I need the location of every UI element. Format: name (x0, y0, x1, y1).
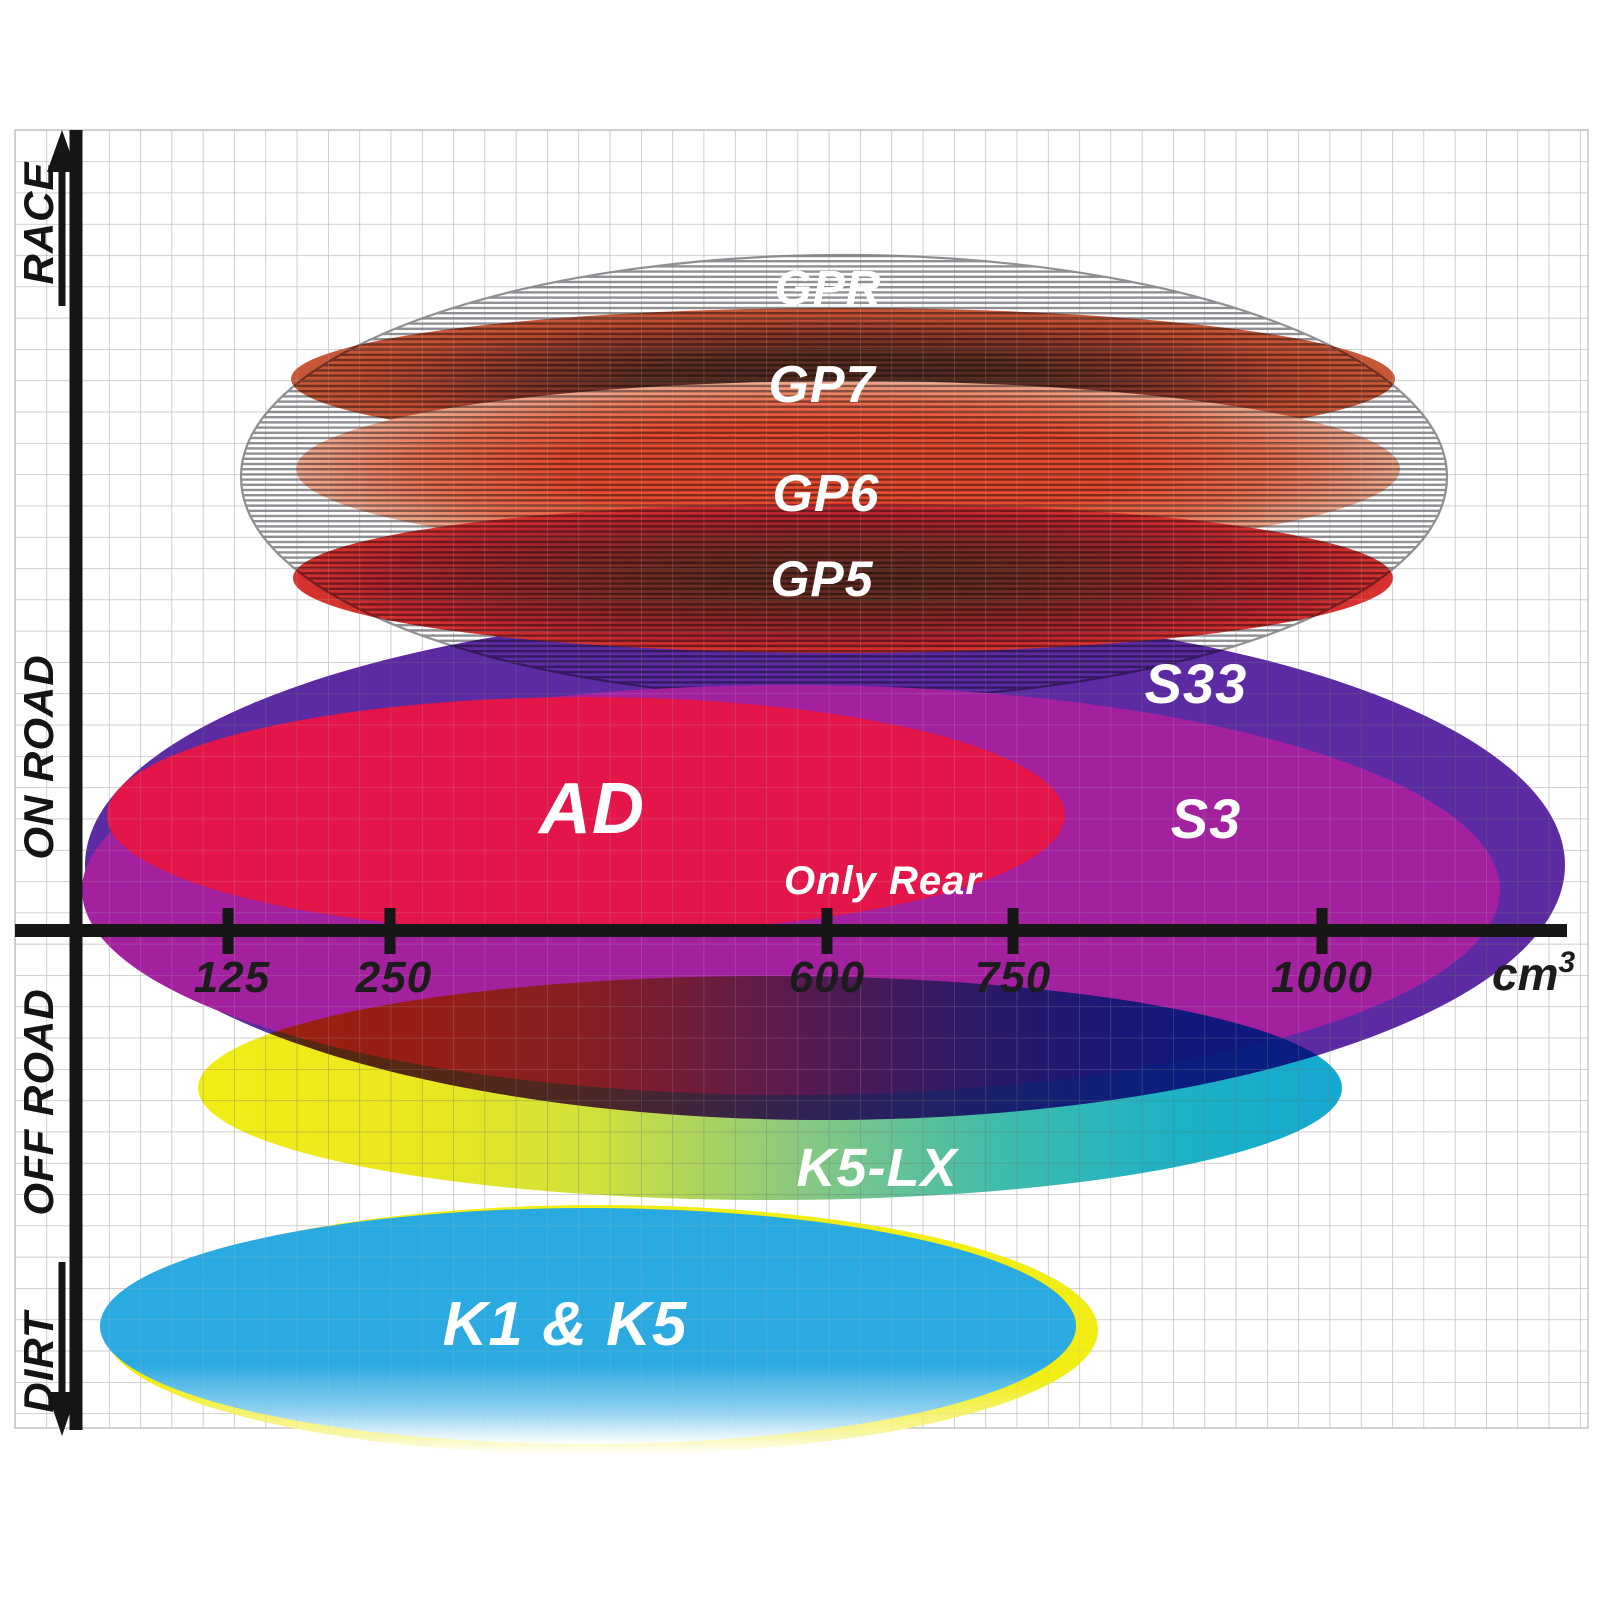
x-tick-label-600: 600 (789, 953, 865, 1002)
gp6-label: GP6 (772, 465, 879, 523)
dirt-arrow-down-icon (47, 1392, 77, 1436)
only-rear-annotation: Only Rear (784, 859, 983, 903)
ad-label: AD (537, 769, 645, 849)
y-axis-line (69, 130, 83, 1430)
grid-overlay (15, 130, 1588, 1428)
gp7-label: GP7 (768, 356, 876, 414)
k5lx-label: K5-LX (796, 1138, 959, 1198)
k1-k5-label: K1 & K5 (443, 1290, 688, 1359)
y-label-race: RACE (15, 161, 62, 285)
x-tick-label-250: 250 (355, 953, 432, 1002)
s33-label: S33 (1145, 652, 1248, 715)
unit-exponent: 3 (1558, 946, 1575, 979)
dirt-arrow-shaft (58, 1262, 66, 1394)
y-label-off-road: OFF ROAD (15, 988, 62, 1215)
axes (15, 130, 1567, 1436)
gp5-label: GP5 (770, 551, 873, 607)
x-tick-label-125: 125 (194, 953, 270, 1002)
x-axis-line (15, 924, 1567, 937)
y-label-on-road: ON ROAD (15, 654, 62, 859)
race-arrow-up-icon (47, 130, 77, 172)
x-tick-label-750: 750 (975, 953, 1051, 1002)
x-tick-label-1000: 1000 (1271, 953, 1373, 1002)
race-arrow-shaft (58, 168, 66, 306)
s3-label: S3 (1171, 787, 1242, 850)
gpr-label: GPR (774, 262, 881, 315)
x-axis-unit: cm3 (1492, 946, 1575, 1000)
unit-cm: cm (1492, 948, 1558, 1000)
y-label-dirt: DIRT (15, 1309, 62, 1413)
